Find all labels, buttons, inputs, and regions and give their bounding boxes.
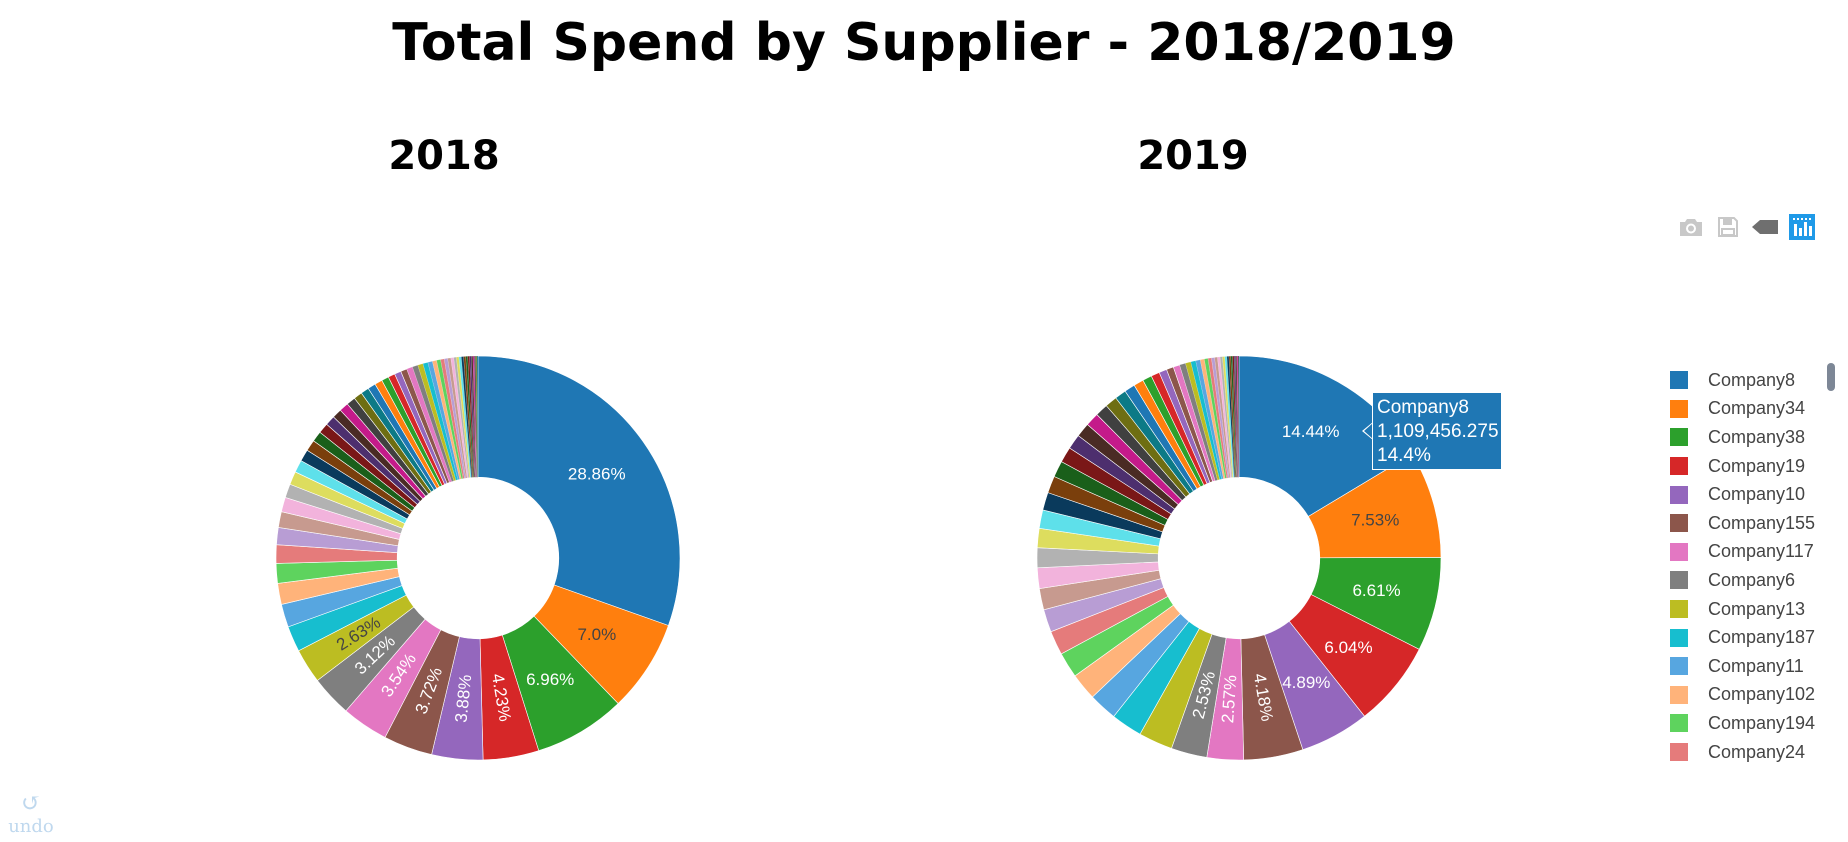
legend-item[interactable]: Company10: [1668, 480, 1838, 509]
legend-label: Company194: [1708, 712, 1816, 733]
legend-label: Company187: [1708, 627, 1816, 648]
legend-swatch: [1670, 714, 1688, 733]
slice-label: 4.89%: [1282, 673, 1330, 692]
legend-item[interactable]: Company34: [1668, 395, 1838, 424]
pie-slice[interactable]: [477, 355, 681, 626]
legend-swatch: [1670, 514, 1688, 533]
bar-chart-icon[interactable]: [1787, 212, 1817, 242]
legend-item[interactable]: Company11: [1668, 652, 1838, 681]
pie-slice[interactable]: [1237, 355, 1240, 478]
legend-item[interactable]: Company24: [1668, 738, 1838, 766]
legend-swatch: [1670, 657, 1688, 676]
camera-icon[interactable]: [1676, 212, 1706, 242]
hover-name: Company8: [1377, 397, 1469, 418]
subplot-title-2019: 2019: [1137, 133, 1249, 179]
legend-label: Company11: [1708, 655, 1804, 676]
legend-swatch: [1670, 600, 1688, 619]
legend-item[interactable]: Company38: [1668, 423, 1838, 452]
legend-swatch: [1670, 485, 1688, 504]
slice-label: 6.61%: [1352, 581, 1400, 600]
legend-swatch: [1670, 542, 1688, 561]
legend-swatch: [1670, 628, 1688, 647]
slice-label: 14.44%: [1282, 422, 1340, 441]
chart-title: Total Spend by Supplier - 2018/2019: [392, 13, 1456, 73]
legend-label: Company117: [1708, 541, 1814, 562]
legend-item[interactable]: Company8: [1668, 366, 1838, 395]
donut-chart-2018: 28.86%7.0%6.96%4.23%3.88%3.72%3.54%3.12%…: [275, 355, 681, 761]
legend-item[interactable]: Company13: [1668, 595, 1838, 624]
legend-label: Company155: [1708, 512, 1816, 533]
subplot-title-2018: 2018: [388, 133, 500, 179]
undo-label: undo: [8, 816, 54, 837]
legend-label: Company34: [1708, 398, 1806, 419]
tag-icon[interactable]: [1750, 212, 1780, 242]
save-icon[interactable]: [1713, 212, 1743, 242]
legend-label: Company10: [1708, 484, 1806, 505]
slice-label: 6.04%: [1324, 638, 1372, 657]
legend-swatch: [1670, 371, 1688, 390]
undo-icon: ↺: [20, 789, 42, 817]
legend-item[interactable]: Company155: [1668, 509, 1838, 538]
legend-item[interactable]: Company117: [1668, 538, 1838, 567]
legend-swatch: [1670, 571, 1688, 590]
undo-button[interactable]: ↺ undo: [8, 790, 54, 837]
pie-slice[interactable]: [476, 355, 479, 478]
legend-label: Company19: [1708, 455, 1806, 476]
slice-label: 2.57%: [1218, 674, 1240, 723]
slice-label: 6.96%: [526, 670, 574, 689]
hover-value: 1,109,456.275: [1377, 421, 1499, 442]
donut-chart-2019: 14.44%7.53%6.61%6.04%4.89%4.18%2.57%2.53…: [1036, 355, 1442, 761]
modebar: [1676, 212, 1824, 242]
hover-percent: 14.4%: [1377, 445, 1431, 466]
legend-item[interactable]: Company194: [1668, 709, 1838, 738]
legend-label: Company38: [1708, 426, 1806, 447]
legend-label: Company13: [1708, 598, 1806, 619]
legend-swatch: [1670, 428, 1688, 447]
legend-scrollbar[interactable]: [1827, 363, 1835, 391]
legend-label: Company6: [1708, 569, 1796, 590]
slice-label: 7.53%: [1351, 511, 1399, 530]
legend-label: Company8: [1708, 369, 1796, 390]
legend-label: Company24: [1708, 741, 1806, 762]
hover-tooltip: Company8 1,109,456.275 14.4%: [1372, 392, 1502, 470]
slice-label: 3.88%: [451, 674, 475, 724]
legend-item[interactable]: Company19: [1668, 452, 1838, 481]
legend-swatch: [1670, 399, 1688, 418]
legend-swatch: [1670, 743, 1688, 762]
legend-label: Company102: [1708, 684, 1816, 705]
hover-pointer-fill: [1364, 423, 1373, 439]
legend-swatch: [1670, 685, 1688, 704]
legend-swatch: [1670, 457, 1688, 476]
legend-item[interactable]: Company187: [1668, 623, 1838, 652]
legend-item[interactable]: Company6: [1668, 566, 1838, 595]
slice-label: 28.86%: [568, 465, 626, 484]
slice-label: 7.0%: [577, 625, 616, 644]
legend-item[interactable]: Company102: [1668, 681, 1838, 710]
legend: Company8 Company34 Company38 Company19 Compa…: [1668, 366, 1838, 766]
